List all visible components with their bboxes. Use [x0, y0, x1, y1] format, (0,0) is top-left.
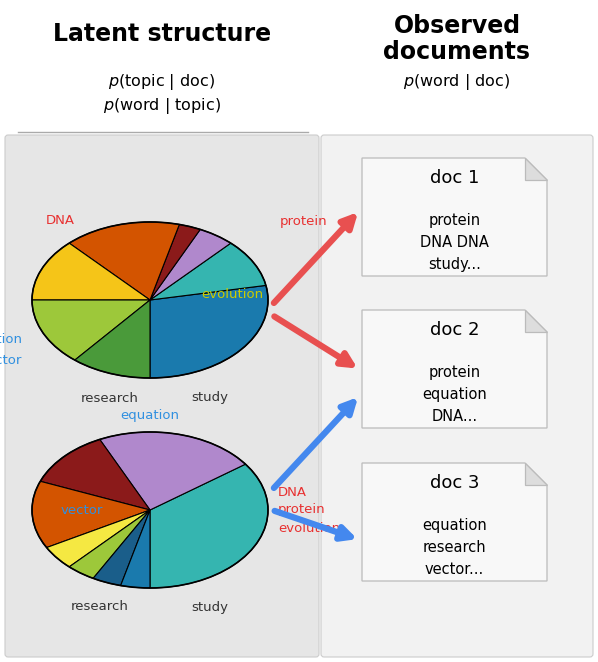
Polygon shape	[525, 158, 547, 180]
Text: equation: equation	[0, 334, 22, 346]
Text: protein
equation
DNA...: protein equation DNA...	[422, 365, 487, 424]
Text: study: study	[191, 600, 228, 614]
Polygon shape	[362, 310, 547, 428]
Polygon shape	[150, 243, 266, 300]
Polygon shape	[69, 222, 179, 300]
Text: Latent structure: Latent structure	[53, 22, 271, 46]
Text: research: research	[81, 391, 139, 404]
FancyBboxPatch shape	[5, 135, 319, 657]
Polygon shape	[525, 463, 547, 485]
Polygon shape	[93, 510, 150, 586]
Text: DNA: DNA	[46, 214, 75, 226]
Polygon shape	[150, 285, 268, 378]
Text: evolution: evolution	[201, 289, 263, 301]
Polygon shape	[40, 440, 150, 510]
Polygon shape	[47, 510, 150, 567]
Text: evolution: evolution	[278, 522, 340, 534]
Polygon shape	[32, 481, 150, 547]
Text: protein: protein	[278, 504, 326, 516]
Text: DNA: DNA	[278, 485, 307, 498]
Text: vector: vector	[61, 504, 103, 516]
Text: research: research	[71, 600, 129, 614]
Text: study: study	[191, 391, 228, 404]
Text: doc 3: doc 3	[430, 474, 479, 492]
Polygon shape	[32, 243, 150, 300]
Polygon shape	[362, 158, 547, 276]
Text: $p$(word $|$ topic): $p$(word $|$ topic)	[103, 96, 221, 116]
Text: vector: vector	[0, 354, 22, 367]
FancyBboxPatch shape	[321, 135, 593, 657]
Text: doc 2: doc 2	[430, 321, 479, 339]
Polygon shape	[362, 463, 547, 581]
Text: equation
research
vector...: equation research vector...	[422, 518, 487, 577]
Polygon shape	[150, 230, 231, 300]
Text: equation: equation	[121, 408, 179, 422]
Text: doc 1: doc 1	[430, 169, 479, 187]
Text: $p$(topic $|$ doc): $p$(topic $|$ doc)	[108, 72, 215, 92]
Text: $p$(word $|$ doc): $p$(word $|$ doc)	[404, 72, 511, 92]
Polygon shape	[150, 224, 200, 300]
Text: protein: protein	[280, 216, 328, 228]
Text: Observed
documents: Observed documents	[383, 14, 530, 64]
Polygon shape	[150, 464, 268, 588]
Polygon shape	[525, 310, 547, 332]
Polygon shape	[75, 300, 150, 378]
Polygon shape	[32, 300, 150, 360]
Polygon shape	[100, 432, 245, 510]
Polygon shape	[121, 510, 150, 588]
Text: protein
DNA DNA
study...: protein DNA DNA study...	[420, 213, 489, 272]
Polygon shape	[69, 510, 150, 579]
